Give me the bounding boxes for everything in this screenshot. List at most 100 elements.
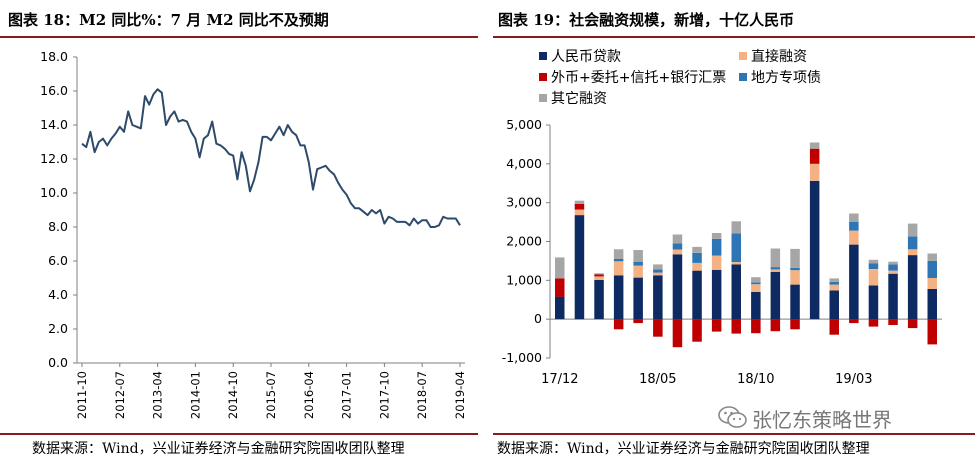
wechat-icon bbox=[718, 406, 747, 428]
bar-segment bbox=[809, 148, 820, 164]
bar-segment bbox=[653, 264, 663, 270]
bar-segment bbox=[613, 249, 624, 259]
y-tick-label: 0 bbox=[534, 311, 542, 326]
bar-segment bbox=[613, 259, 624, 262]
y-tick-label: 10.0 bbox=[40, 185, 68, 200]
bar-segment bbox=[809, 163, 820, 181]
bar-segment bbox=[731, 319, 741, 334]
bar-segment bbox=[868, 263, 879, 269]
bar-segment bbox=[711, 255, 722, 270]
bar-segment bbox=[594, 274, 604, 277]
y-tick-label: 0.0 bbox=[48, 355, 68, 370]
bar-segment bbox=[868, 285, 879, 320]
y-tick-label: 2.0 bbox=[48, 321, 68, 336]
bar-segment bbox=[790, 267, 800, 271]
x-tick-label: 17/12 bbox=[541, 372, 578, 387]
bar-segment bbox=[711, 269, 722, 320]
y-tick-label: 12.0 bbox=[40, 151, 68, 166]
title-rule-right bbox=[493, 36, 975, 38]
y-tick-label: 1,000 bbox=[506, 272, 542, 287]
bar-segment bbox=[751, 277, 761, 283]
y-tick-label: 16.0 bbox=[40, 83, 68, 98]
x-tick-label: 2017-01 bbox=[340, 371, 354, 419]
bar-segment bbox=[711, 319, 722, 332]
bar-segment bbox=[555, 278, 565, 297]
bar-segment bbox=[888, 261, 898, 265]
bar-segment bbox=[594, 276, 604, 280]
bar-segment bbox=[672, 243, 683, 250]
legend-swatch bbox=[539, 52, 547, 60]
bar-segment bbox=[829, 284, 839, 291]
x-tick-label: 2011-10 bbox=[75, 371, 89, 419]
bar-segment bbox=[633, 261, 643, 266]
legend-label: 其它融资 bbox=[551, 90, 607, 107]
y-tick-label: 18.0 bbox=[40, 49, 68, 64]
bar-segment bbox=[790, 284, 800, 320]
bar-segment bbox=[849, 213, 859, 222]
bar-segment bbox=[790, 319, 800, 330]
bar-segment bbox=[633, 265, 643, 278]
y-tick-label: 4.0 bbox=[48, 287, 68, 302]
y-tick-label: 5,000 bbox=[506, 117, 542, 132]
x-tick-label: 2017-10 bbox=[377, 371, 391, 419]
bar-segment bbox=[731, 264, 741, 320]
bar-segment bbox=[868, 259, 879, 264]
y-tick-label: 6.0 bbox=[48, 253, 68, 268]
bar-segment bbox=[653, 319, 663, 337]
bar-segment bbox=[672, 234, 683, 244]
y-tick-label: 8.0 bbox=[48, 219, 68, 234]
bar-segment bbox=[653, 275, 663, 320]
bar-segment bbox=[574, 203, 585, 210]
bar-segment bbox=[829, 290, 839, 320]
bar-segment bbox=[613, 261, 624, 276]
bar-segment bbox=[829, 281, 839, 285]
bar-segment bbox=[888, 319, 898, 325]
bar-segment bbox=[594, 273, 604, 275]
bar-segment bbox=[907, 236, 918, 250]
bar-segment bbox=[790, 248, 800, 268]
legend-label: 直接融资 bbox=[751, 48, 807, 65]
bar-segment bbox=[829, 319, 839, 335]
bar-segment bbox=[770, 319, 781, 332]
source-rule-left bbox=[0, 433, 478, 435]
watermark: 张忆东策略世界 bbox=[752, 408, 892, 432]
bar-segment bbox=[672, 249, 683, 255]
bar-segment bbox=[868, 319, 879, 327]
bar-segment bbox=[927, 253, 937, 261]
bar-segment bbox=[574, 209, 585, 216]
y-tick-label: 2,000 bbox=[506, 234, 542, 249]
legend-swatch bbox=[739, 52, 747, 60]
bar-segment bbox=[672, 319, 683, 348]
bar-segment bbox=[849, 319, 859, 324]
bar-segment bbox=[574, 200, 585, 204]
bar-segment bbox=[633, 319, 643, 324]
bar-segment bbox=[907, 223, 918, 237]
bar-segment bbox=[731, 233, 741, 262]
x-tick-label: 18/05 bbox=[639, 372, 676, 387]
bar-segment bbox=[672, 254, 683, 320]
bar-segment bbox=[809, 180, 820, 320]
bar-segment bbox=[829, 278, 839, 282]
bar-segment bbox=[888, 270, 898, 274]
bar-segment bbox=[888, 273, 898, 320]
m2-line-chart: 0.0 2.0 4.0 6.0 8.0 10.0 12.0 14.0 16.0 18.0 2011-… bbox=[40, 49, 467, 419]
bar-segment bbox=[751, 292, 761, 320]
bar-segment bbox=[849, 244, 859, 320]
x-tick-label: 2013-04 bbox=[151, 371, 165, 419]
title-rule-left bbox=[0, 36, 478, 38]
right-chart-title: 图表 19：社会融资规模，新增，十亿人民币 bbox=[498, 11, 795, 29]
bar-segment bbox=[692, 270, 702, 320]
bar-segment bbox=[633, 277, 643, 320]
bar-segment bbox=[809, 142, 820, 149]
bar-segment bbox=[927, 260, 937, 278]
bar-segment bbox=[692, 319, 702, 342]
m2-series-line bbox=[81, 88, 461, 228]
right-source-note: 数据来源：Wind，兴业证券经济与金融研究院固收团队整理 bbox=[497, 441, 870, 457]
bar-segment bbox=[849, 230, 859, 245]
legend-label: 人民币贷款 bbox=[551, 49, 621, 65]
bar-segment bbox=[927, 278, 937, 289]
bar-segment bbox=[907, 255, 918, 320]
x-tick-label: 2016-04 bbox=[302, 371, 316, 419]
y-tick-label: 14.0 bbox=[40, 117, 68, 132]
